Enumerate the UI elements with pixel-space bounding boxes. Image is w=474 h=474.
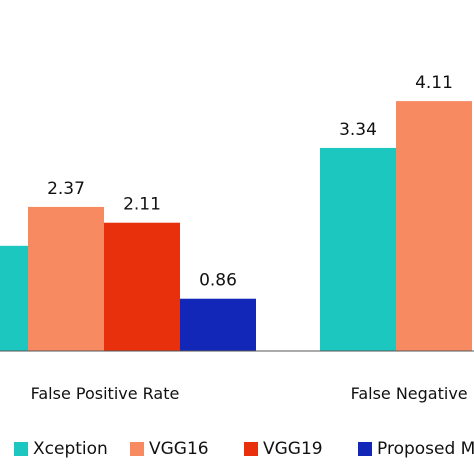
legend-label-vgg16: VGG16 [149, 439, 209, 459]
data-label-proposed-method-false-positive-rate: 0.86 [199, 271, 237, 291]
category-labels-group: False Positive Rate False Negative Rate [31, 384, 474, 403]
data-label-xception-false-negative-rate: 3.34 [339, 120, 377, 140]
bar-vgg16-false-positive-rate [28, 206, 104, 351]
legend-swatch-vgg19 [244, 442, 258, 456]
data-labels-group: 33.342.374.112.110.86 [47, 73, 453, 291]
category-label-false-positive-rate: False Positive Rate [31, 384, 180, 403]
data-label-vgg19-false-positive-rate: 2.11 [123, 195, 161, 215]
legend-label-proposed-method: Proposed Method [377, 439, 474, 459]
legend-swatch-xception [14, 442, 28, 456]
bar-xception-false-positive-rate [0, 245, 28, 351]
bar-vgg19-false-positive-rate [104, 222, 180, 351]
legend-swatch-vgg16 [130, 442, 144, 456]
data-label-vgg16-false-negative-rate: 4.11 [415, 73, 453, 93]
legend-label-xception: Xception [33, 439, 108, 459]
bar-vgg16-false-negative-rate [396, 101, 472, 351]
legend-label-vgg19: VGG19 [263, 439, 323, 459]
bar-xception-false-negative-rate [320, 147, 396, 351]
legend: Xception VGG16 VGG19 Proposed Method [14, 439, 474, 459]
bars-group [0, 101, 472, 351]
legend-swatch-proposed-method [358, 442, 372, 456]
category-label-false-negative-rate: False Negative Rate [351, 384, 474, 403]
data-label-vgg16-false-positive-rate: 2.37 [47, 179, 85, 199]
bar-proposed-method-false-positive-rate [180, 298, 256, 351]
